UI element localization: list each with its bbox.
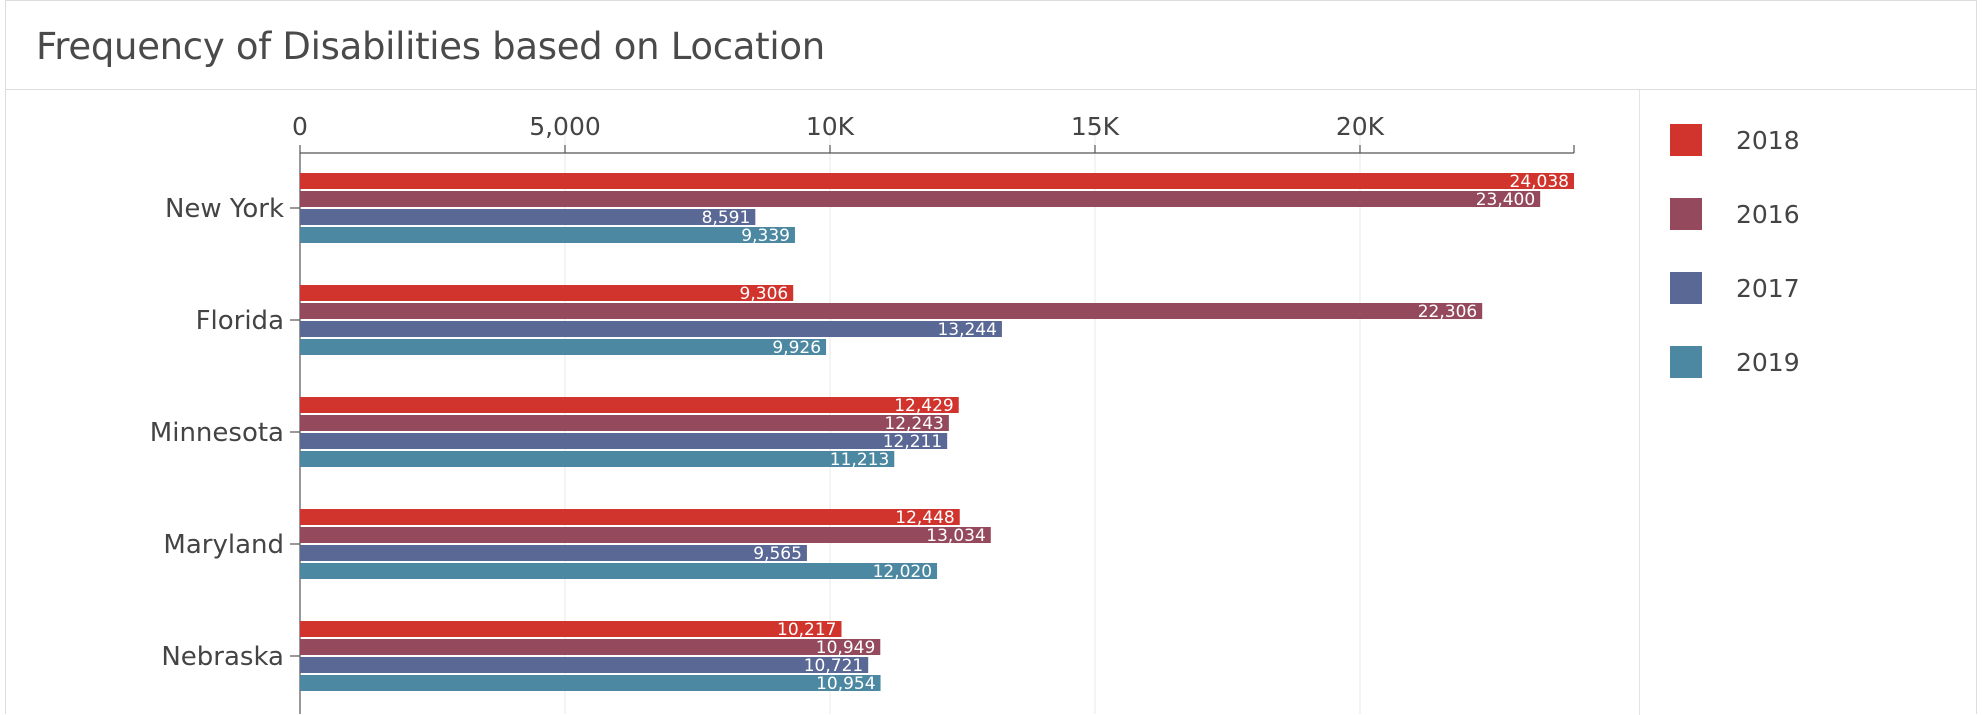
bar-value-label: 9,565 [753, 544, 802, 564]
bar [300, 415, 949, 431]
legend-swatch [1670, 346, 1702, 378]
bar [300, 657, 869, 673]
bar-value-label: 23,400 [1476, 190, 1535, 210]
x-tick-label: 10K [806, 112, 855, 141]
bar-value-label: 9,926 [772, 338, 821, 358]
bar [300, 621, 842, 637]
chart-panel: Frequency of Disabilities based on Locat… [5, 0, 1977, 715]
bar [300, 339, 827, 355]
bar [300, 527, 991, 543]
category-label: Maryland [163, 530, 284, 560]
bar-value-label: 13,244 [937, 320, 996, 340]
bar-value-label: 10,721 [804, 656, 863, 676]
bar-value-label: 12,020 [873, 562, 932, 582]
bar [300, 209, 756, 225]
bar-value-label: 9,339 [741, 226, 790, 246]
bar [300, 509, 960, 525]
category-label: New York [165, 194, 284, 224]
legend-item[interactable]: 2018 [1670, 118, 1870, 192]
category-label: Nebraska [161, 642, 284, 672]
bar [300, 285, 794, 301]
bar [300, 227, 795, 243]
bar [300, 191, 1541, 207]
legend-label: 2019 [1736, 348, 1800, 377]
bar [300, 303, 1483, 319]
bar [300, 675, 881, 691]
x-tick-label: 15K [1071, 112, 1120, 141]
x-tick-label: 20K [1336, 112, 1385, 141]
bar [300, 321, 1002, 337]
bar [300, 545, 807, 561]
bar [300, 451, 895, 467]
legend-label: 2017 [1736, 274, 1800, 303]
legend-label: 2016 [1736, 200, 1800, 229]
chart-legend: 2018 2016 2017 2019 [1670, 118, 1870, 414]
bar [300, 639, 881, 655]
bar-value-label: 11,213 [830, 450, 889, 470]
legend-swatch [1670, 124, 1702, 156]
legend-label: 2018 [1736, 126, 1800, 155]
legend-swatch [1670, 272, 1702, 304]
bar-value-label: 12,448 [895, 508, 954, 528]
chart-header: Frequency of Disabilities based on Locat… [6, 1, 1976, 90]
chart-title: Frequency of Disabilities based on Locat… [36, 25, 825, 68]
x-tick-label: 0 [292, 112, 308, 141]
bar [300, 397, 959, 413]
bar [300, 433, 948, 449]
bar-value-label: 10,949 [816, 638, 875, 658]
bar-value-label: 10,217 [777, 620, 836, 640]
bar-value-label: 12,211 [883, 432, 942, 452]
bar-value-label: 8,591 [702, 208, 751, 228]
legend-swatch [1670, 198, 1702, 230]
category-label: Florida [196, 306, 284, 336]
legend-item[interactable]: 2019 [1670, 340, 1870, 414]
bar-value-label: 12,429 [894, 396, 953, 416]
bar [300, 563, 938, 579]
bar [300, 173, 1574, 189]
legend-divider [1639, 90, 1640, 715]
x-tick-label: 5,000 [529, 112, 601, 141]
category-label: Minnesota [150, 418, 284, 448]
bar-value-label: 10,954 [816, 674, 875, 694]
bar-value-label: 12,243 [884, 414, 943, 434]
legend-item[interactable]: 2016 [1670, 192, 1870, 266]
legend-item[interactable]: 2017 [1670, 266, 1870, 340]
bar-value-label: 24,038 [1510, 172, 1569, 192]
bar-value-label: 9,306 [740, 284, 789, 304]
bar-value-label: 13,034 [926, 526, 985, 546]
bar-value-label: 22,306 [1418, 302, 1477, 322]
